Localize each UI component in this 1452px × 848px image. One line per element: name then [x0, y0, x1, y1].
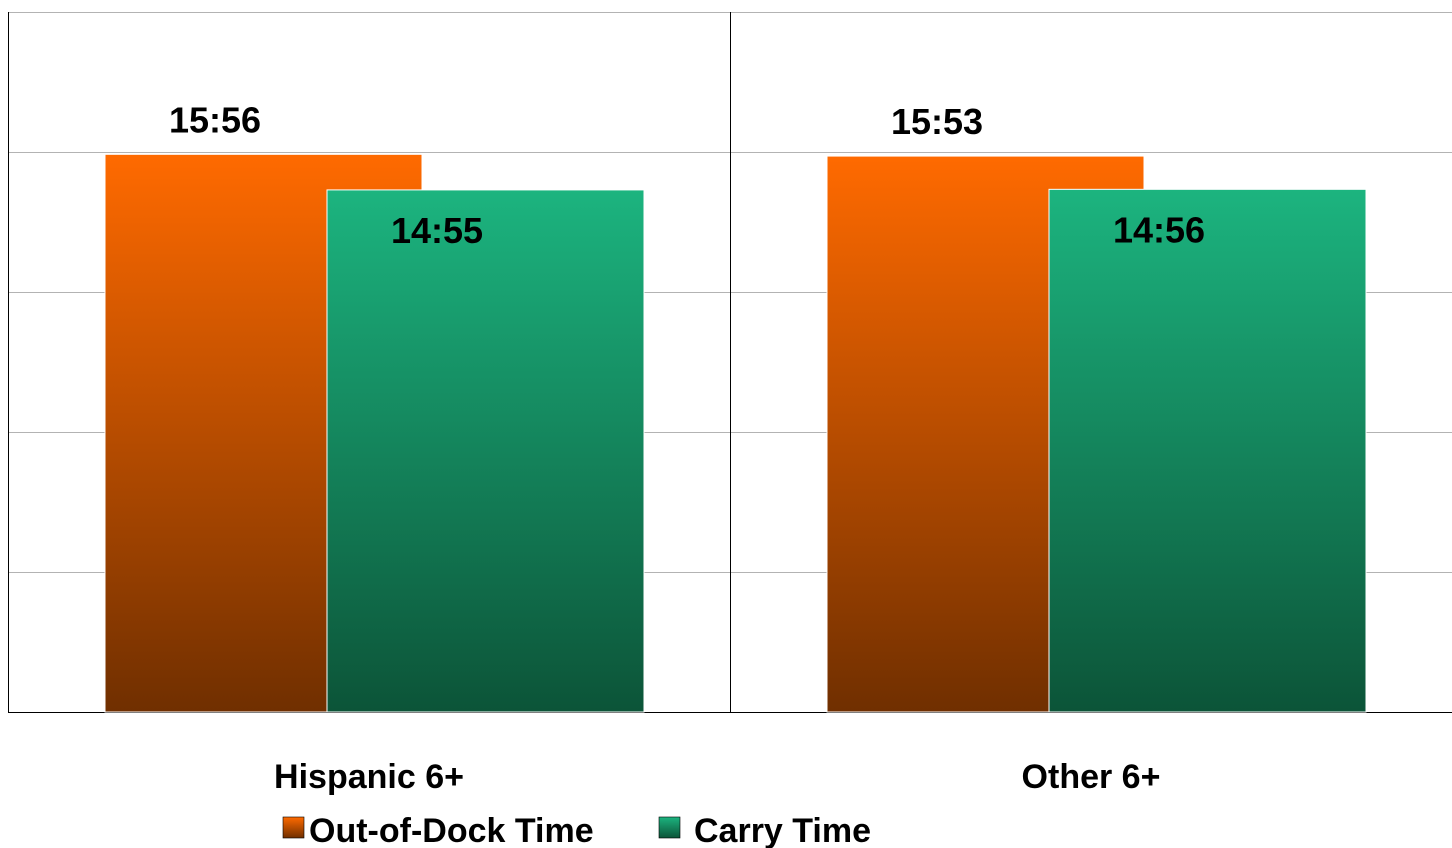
legend-swatch-out-of-dock-time	[282, 816, 305, 839]
legend-label: Out-of-Dock Time	[309, 812, 594, 848]
category-label: Other 6+	[1022, 758, 1161, 796]
data-label: 15:53	[891, 101, 983, 142]
data-label: 15:56	[169, 99, 261, 140]
legend-label: Carry Time	[694, 812, 871, 848]
data-label: 14:56	[1113, 209, 1205, 250]
data-labels: 15:56 14:55 15:53 14:56	[169, 99, 1205, 251]
legend-swatch-carry-time	[658, 816, 681, 839]
bars	[104, 153, 1367, 713]
data-label: 14:55	[391, 210, 483, 251]
category-label: Hispanic 6+	[274, 758, 464, 796]
bar-carry-time-1	[326, 189, 645, 713]
bar-carry-time-2	[1048, 188, 1367, 713]
legend: Out-of-Dock Time Carry Time	[282, 812, 871, 848]
category-labels: Hispanic 6+ Other 6+	[274, 758, 1160, 796]
